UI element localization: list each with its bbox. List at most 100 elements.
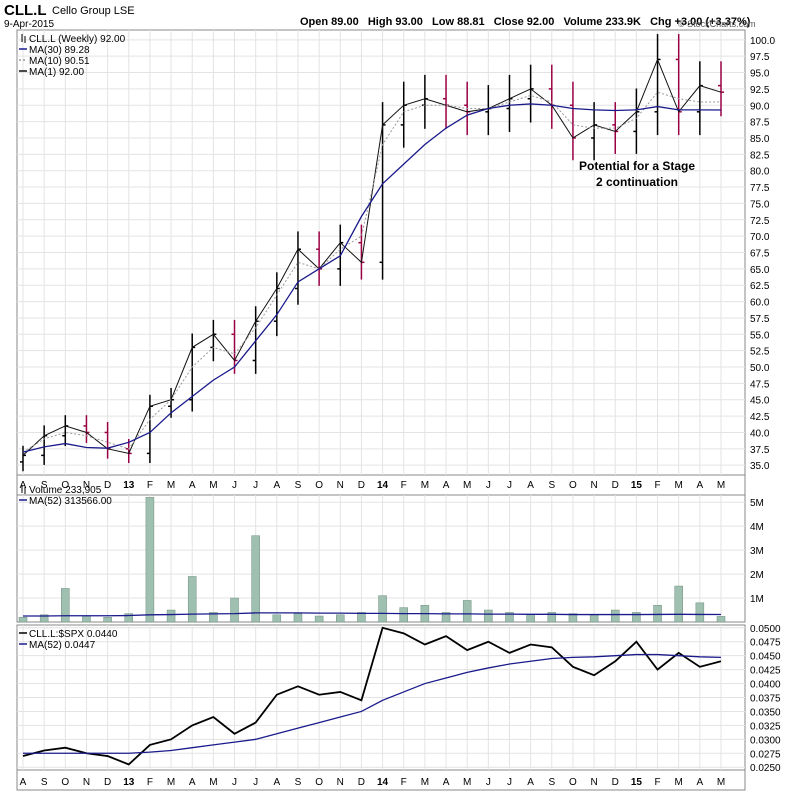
- volume-bar: [293, 613, 303, 623]
- volume-bar: [187, 576, 197, 623]
- volume-bar: [716, 616, 726, 623]
- y-tick-label: 67.5: [750, 249, 770, 260]
- x-tick-label: M: [463, 777, 471, 788]
- x-tick-label: S: [295, 480, 302, 491]
- ma1-line: [22, 58, 722, 456]
- x-tick-label: J: [232, 480, 237, 491]
- y-tick-label: 100.0: [750, 36, 775, 47]
- legend-swatch: [21, 485, 26, 494]
- x-tick-label: D: [358, 480, 365, 491]
- x-tick-label: F: [654, 480, 660, 491]
- y-tick-label: 77.5: [750, 183, 770, 194]
- x-tick-label: A: [443, 777, 450, 788]
- y-tick-label: 55.0: [750, 330, 770, 341]
- company-name: Cello Group LSE: [52, 5, 135, 17]
- y-tick-label: 75.0: [750, 199, 770, 210]
- x-tick-label: N: [337, 777, 344, 788]
- x-tick-label: 15: [631, 480, 643, 491]
- x-tick-label: A: [20, 777, 27, 788]
- y-tick-label: 1M: [750, 594, 764, 605]
- annotation: Potential for a Stage 2 continuation: [579, 159, 695, 189]
- volume-bar: [272, 614, 282, 623]
- y-tick-label: 0.0475: [750, 638, 781, 649]
- y-tick-label: 0.0500: [750, 624, 781, 635]
- y-tick-label: 95.0: [750, 69, 770, 80]
- x-tick-label: A: [527, 480, 534, 491]
- volume-bar: [610, 609, 620, 623]
- x-tick-label: A: [697, 480, 704, 491]
- x-tick-label: O: [569, 480, 577, 491]
- x-tick-label: J: [232, 777, 237, 788]
- x-tick-label: N: [337, 480, 344, 491]
- x-tick-label: F: [147, 480, 153, 491]
- legend-label: CLL.L (Weekly) 92.00: [29, 34, 126, 45]
- y-tick-label: 52.5: [750, 347, 770, 358]
- y-tick-label: 57.5: [750, 314, 770, 325]
- y-tick-label: 70.0: [750, 232, 770, 243]
- y-tick-label: 5M: [750, 498, 764, 509]
- x-tick-label: S: [41, 777, 48, 788]
- volume-bar: [589, 614, 599, 623]
- y-tick-label: 92.5: [750, 85, 770, 96]
- volume-bar: [314, 615, 324, 623]
- x-tick-label: J: [507, 480, 512, 491]
- x-tick-label: D: [104, 777, 111, 788]
- x-tick-label: D: [358, 777, 365, 788]
- volume-bar: [230, 597, 239, 623]
- y-tick-label: 90.0: [750, 101, 770, 112]
- x-tick-label: O: [569, 777, 577, 788]
- volume-ma52-line: [23, 612, 722, 617]
- y-tick-label: 45.0: [750, 396, 770, 407]
- x-tick-label: M: [717, 480, 725, 491]
- y-tick-label: 0.0450: [750, 652, 781, 663]
- x-tick-label: M: [675, 777, 683, 788]
- x-tick-label: A: [20, 480, 27, 491]
- x-tick-label: S: [41, 480, 48, 491]
- volume-bar: [695, 602, 705, 623]
- x-tick-label: 14: [377, 777, 389, 788]
- volume-bar: [462, 600, 472, 623]
- x-tick-label: N: [590, 480, 597, 491]
- x-tick-label: A: [273, 777, 280, 788]
- y-tick-label: 72.5: [750, 216, 770, 227]
- y-tick-label: 35.0: [750, 461, 770, 472]
- axis-strip-bottom: [16, 769, 746, 791]
- y-tick-label: 0.0300: [750, 735, 781, 746]
- x-tick-label: J: [253, 480, 258, 491]
- y-tick-label: 0.0350: [750, 707, 781, 718]
- volume-bar: [568, 613, 578, 623]
- y-tick-label: 2M: [750, 570, 764, 581]
- x-tick-label: N: [590, 777, 597, 788]
- watermark: © StockCharts.com: [678, 19, 756, 29]
- x-tick-label: O: [315, 777, 323, 788]
- legend-label: MA(1) 92.00: [29, 67, 84, 78]
- x-tick-label: N: [83, 480, 90, 491]
- y-tick-label: 4M: [750, 522, 764, 533]
- volume-bar: [441, 612, 451, 623]
- legend-label: MA(30) 89.28: [29, 45, 90, 56]
- ma30-line: [22, 103, 722, 453]
- volume-bar: [39, 614, 49, 623]
- x-tick-label: O: [315, 480, 323, 491]
- x-tick-label: M: [421, 777, 429, 788]
- x-tick-label: A: [189, 480, 196, 491]
- y-tick-label: 0.0250: [750, 763, 781, 774]
- x-tick-label: N: [83, 777, 90, 788]
- y-tick-label: 40.0: [750, 428, 770, 439]
- x-tick-label: M: [421, 480, 429, 491]
- x-tick-label: M: [167, 777, 175, 788]
- x-tick-label: 15: [631, 777, 643, 788]
- y-tick-label: 65.0: [750, 265, 770, 276]
- x-tick-label: A: [527, 777, 534, 788]
- x-tick-label: D: [612, 777, 619, 788]
- x-tick-label: O: [61, 480, 69, 491]
- x-tick-label: M: [675, 480, 683, 491]
- y-tick-label: 50.0: [750, 363, 770, 374]
- x-tick-label: D: [104, 480, 111, 491]
- y-tick-label: 85.0: [750, 134, 770, 145]
- volume-bar: [61, 588, 70, 623]
- y-tick-label: 97.5: [750, 52, 770, 63]
- quote-summary: Open 89.00 High 93.00 Low 88.81 Close 92…: [300, 16, 751, 28]
- volume-bar: [378, 595, 387, 623]
- x-tick-label: M: [463, 480, 471, 491]
